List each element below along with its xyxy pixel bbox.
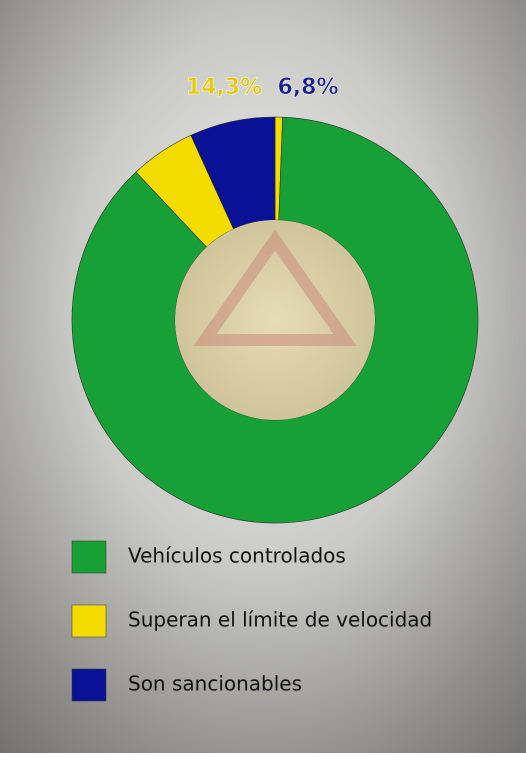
infographic: 14,3% 6,8% Vehículos controlados Superan e… <box>0 0 526 753</box>
legend-label: Son sancionables <box>128 672 302 696</box>
legend-swatch <box>72 541 106 573</box>
legend-label: Superan el límite de velocidad <box>128 608 432 632</box>
percent-label: 6,8% <box>277 75 338 100</box>
legend-swatch <box>72 669 106 701</box>
legend-label: Vehículos controlados <box>128 544 346 568</box>
percent-label: 14,3% <box>186 75 262 100</box>
legend-swatch <box>72 605 106 637</box>
